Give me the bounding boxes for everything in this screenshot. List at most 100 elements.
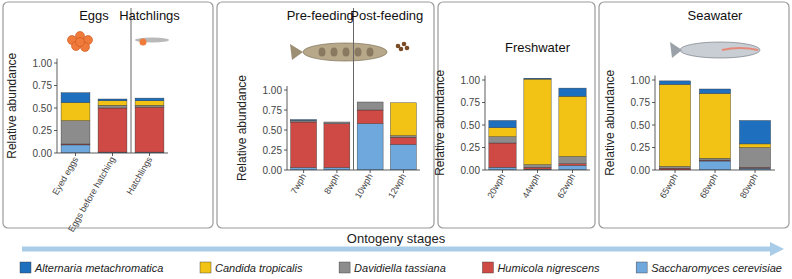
spot-icon xyxy=(355,48,362,57)
y-tick xyxy=(54,130,57,131)
bars: Saccharomyces cerevisiaeHumicola nigresc… xyxy=(489,78,586,170)
panel: Saccharomyces cerevisiaeHumicola nigresc… xyxy=(433,2,595,228)
category-label: 7wph xyxy=(289,172,308,196)
legend-swatch xyxy=(339,262,350,273)
category-label: 68wph xyxy=(698,172,720,200)
x-tick xyxy=(537,170,538,173)
spot-icon xyxy=(343,48,350,57)
bar-segment: Alternaria metachromatica xyxy=(699,89,730,94)
panel-title: Seawater xyxy=(688,8,744,23)
bar-segment: Candida tropicalis xyxy=(61,103,90,121)
bar-segment: Davidiella tassiana xyxy=(324,122,350,124)
y-tick-label: 0.75 xyxy=(33,80,53,91)
y-tick xyxy=(652,80,655,81)
y-axis xyxy=(655,76,656,171)
ontogeny-arrow xyxy=(22,247,770,252)
bars: Saccharomyces cerevisiaeHumicola nigresc… xyxy=(659,81,770,170)
feed-icon xyxy=(399,47,404,52)
y-tick xyxy=(482,102,485,103)
bar-segment: Davidiella tassiana xyxy=(98,105,127,108)
bar-segment: Davidiella tassiana xyxy=(357,102,383,110)
bar-segment: Alternaria metachromatica xyxy=(291,119,317,121)
legend-label: Alternaria metachromatica xyxy=(34,262,163,274)
y-tick-label: 0.50 xyxy=(33,103,53,114)
bar-segment: Humicola nigrescens xyxy=(98,108,127,152)
y-tick xyxy=(482,125,485,126)
y-tick-label: 0.25 xyxy=(631,142,651,153)
bar-segment: Alternaria metachromatica xyxy=(357,102,383,103)
parr-icon xyxy=(303,43,387,61)
bar-segment: Candida tropicalis xyxy=(98,101,127,106)
category-label: 20wph xyxy=(485,172,507,200)
y-tick xyxy=(482,80,485,81)
y-tick xyxy=(482,170,485,171)
y-axis xyxy=(485,76,486,171)
bar-segment: Davidiella tassiana xyxy=(559,157,586,164)
bar-segment: Candida tropicalis xyxy=(357,102,383,103)
bar-segment: Davidiella tassiana xyxy=(291,120,317,122)
group-label: Hatchlings xyxy=(119,8,180,23)
bar-segment: Saccharomyces cerevisiae xyxy=(61,145,90,153)
bar-segment: Davidiella tassiana xyxy=(739,148,770,168)
bar-segment: Davidiella tassiana xyxy=(135,105,164,107)
feed-icon xyxy=(405,46,410,51)
y-tick-label: 0.75 xyxy=(263,105,283,116)
arrow-label: Ontogeny stages xyxy=(347,231,446,246)
legend-swatch xyxy=(200,262,211,273)
group-label: Pre-feeding xyxy=(287,8,354,23)
bar-segment: Candida tropicalis xyxy=(559,96,586,156)
group-label: Post-feeding xyxy=(350,8,423,23)
y-tick xyxy=(284,110,287,111)
bar-segment: Alternaria metachromatica xyxy=(739,121,770,144)
panel-title: Freshwater xyxy=(505,40,571,55)
category-label: 12wph xyxy=(386,172,408,200)
y-tick xyxy=(652,170,655,171)
bar-segment: Alternaria metachromatica xyxy=(559,88,586,96)
y-tick-label: 0.50 xyxy=(263,125,283,136)
y-tick xyxy=(284,170,287,171)
bar-segment: Saccharomyces cerevisiae xyxy=(390,144,416,170)
y-tick xyxy=(482,147,485,148)
bar-segment: Humicola nigrescens xyxy=(135,107,164,152)
category-label: 44wph xyxy=(520,172,542,200)
spot-icon xyxy=(331,48,338,57)
y-tick xyxy=(54,85,57,86)
x-tick xyxy=(149,153,150,156)
y-tick-label: 0.75 xyxy=(461,97,481,108)
y-axis xyxy=(287,86,288,170)
category-label: Eyed eggs xyxy=(50,155,80,197)
bar-segment: Alternaria metachromatica xyxy=(489,121,516,128)
egg-icon xyxy=(76,38,85,47)
legend-label: Saccharomyces cerevisiae xyxy=(651,262,782,274)
bar-segment: Candida tropicalis xyxy=(699,94,730,159)
x-tick xyxy=(336,170,337,173)
legend-label: Humicola nigrescens xyxy=(497,262,600,274)
y-tick-label: 1.00 xyxy=(263,85,283,96)
panel: Saccharomyces cerevisiae Humicola nigresc… xyxy=(3,2,213,234)
bars: Saccharomyces cerevisiae Humicola nigresc… xyxy=(61,93,164,153)
group-separator xyxy=(353,8,354,170)
y-tick-label: 0.00 xyxy=(263,165,283,176)
x-tick xyxy=(572,170,573,173)
x-tick xyxy=(403,170,404,173)
figure: Saccharomyces cerevisiaeHumicola nigresc… xyxy=(0,0,792,279)
bar-segment: Humicola nigrescens xyxy=(357,110,383,124)
bar-segment: Alternaria metachromatica xyxy=(524,78,551,80)
category-label: Eggs before hatching xyxy=(66,155,117,234)
category-label: 8wph xyxy=(322,172,341,196)
legend-label: Candida tropicalis xyxy=(215,262,303,274)
x-tick xyxy=(502,170,503,173)
bar-segment: Saccharomyces cerevisiae xyxy=(559,166,586,171)
bar-segment: Candida tropicalis xyxy=(739,144,770,148)
y-tick xyxy=(54,108,57,109)
panel-frame xyxy=(438,2,595,228)
y-tick-label: 0.00 xyxy=(33,148,53,159)
bar-segment: Davidiella tassiana xyxy=(390,136,416,138)
category-label: 62wph xyxy=(555,172,577,200)
y-tick-label: 0.50 xyxy=(631,120,651,131)
y-tick-label: 0.25 xyxy=(263,145,283,156)
bar-segment: Candida tropicalis xyxy=(324,122,350,123)
category-label: 80wph xyxy=(738,172,760,200)
x-tick xyxy=(75,153,76,156)
bar-segment: Saccharomyces cerevisiae xyxy=(357,124,383,170)
